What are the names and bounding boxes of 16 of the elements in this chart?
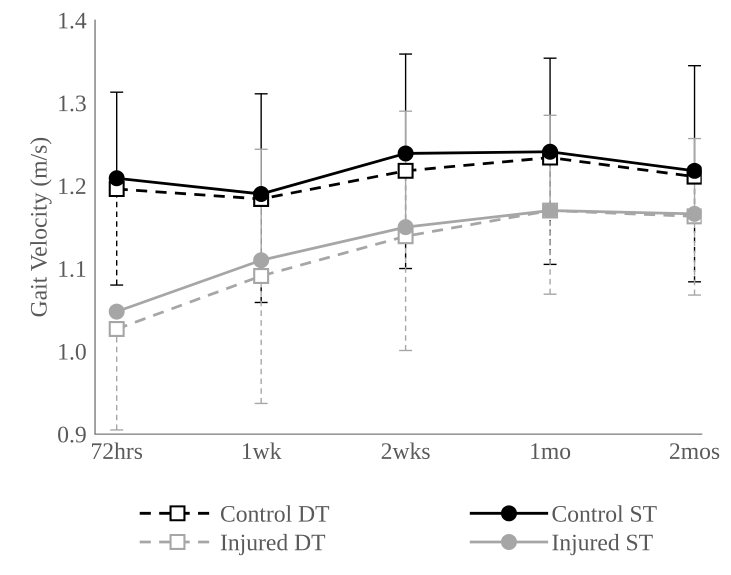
x-tick-label: 1mo (531, 443, 570, 460)
legend-label: Injured ST (552, 534, 653, 556)
y-tick-label: 1.4 (59, 12, 86, 29)
y-tick-label: 1.1 (59, 261, 86, 278)
legend-label: Control DT (220, 505, 330, 522)
y-axis-title: Gait Velocity (m/s) (30, 138, 52, 316)
y-tick-label: 1.0 (59, 344, 86, 360)
y-tick-label: 1.3 (59, 95, 86, 112)
legend-label: Control ST (552, 505, 657, 522)
legend-label: Injured DT (220, 534, 326, 556)
x-tick-label: 2wks (382, 442, 430, 460)
x-tick-label: 72hrs (92, 442, 142, 460)
y-tick-label: 0.9 (58, 426, 86, 443)
x-tick-label: 1wk (242, 442, 282, 460)
x-tick-label: 2mos (670, 443, 720, 460)
y-tick-label: 1.2 (59, 178, 86, 194)
